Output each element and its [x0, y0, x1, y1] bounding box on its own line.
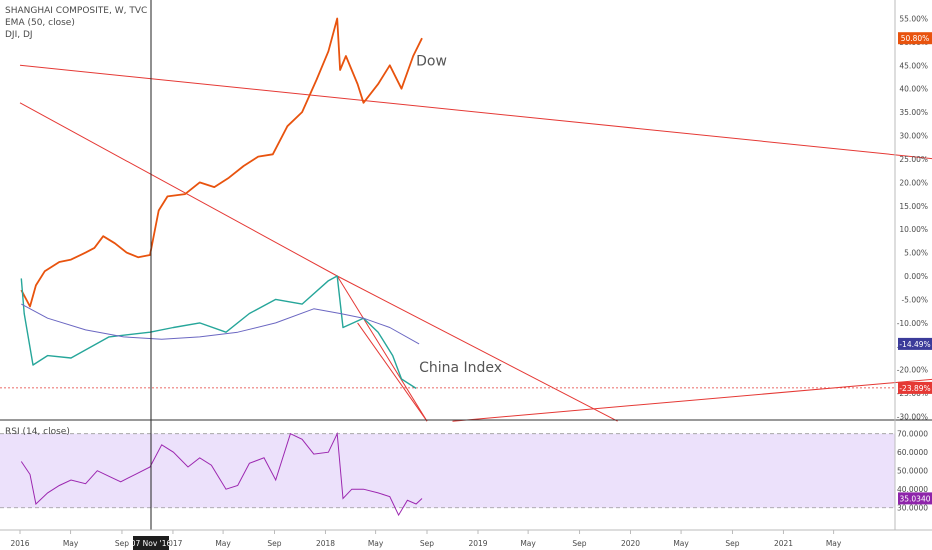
y-tick-label: 10.00%	[899, 225, 928, 234]
rsi-band-fill	[0, 433, 895, 508]
trendline	[19, 64, 932, 160]
crosshair-date-badge	[133, 536, 169, 550]
trendlines	[19, 64, 932, 422]
y-tick-label: 45.00%	[899, 61, 928, 70]
y-tick-label: 20.00%	[899, 178, 928, 187]
rsi-tick-label: 40.0000	[897, 485, 928, 494]
annotation-dow: Dow	[416, 53, 447, 69]
x-tick-label: May	[368, 539, 384, 548]
rsi-badge-label: 35.0340	[899, 494, 930, 503]
rsi-badge-bg	[898, 492, 932, 505]
y-axis-ticks: 55.00%50.00%45.00%40.00%35.00%30.00%25.0…	[897, 15, 928, 422]
y-tick-label: 5.00%	[904, 249, 928, 258]
y-tick-label: -5.00%	[901, 295, 928, 304]
x-tick-label: Sep	[267, 539, 281, 548]
rsi-pane-background	[0, 433, 895, 509]
trendline	[357, 322, 428, 422]
y-tick-label: 25.00%	[899, 155, 928, 164]
annotation-china-index: China Index	[419, 360, 502, 376]
series-layer	[20, 17, 423, 389]
x-tick-label: 2017	[163, 539, 182, 548]
ema-line	[21, 303, 420, 345]
price-pane-background	[0, 0, 895, 420]
x-tick-label: Sep	[725, 539, 739, 548]
y-tick-label: 15.00%	[899, 202, 928, 211]
legend-item-main: SHANGHAI COMPOSITE, W, TVC	[5, 6, 148, 16]
price-pane-rect	[0, 0, 895, 420]
trendline	[452, 378, 932, 422]
y-tick-label: 40.00%	[899, 85, 928, 94]
rsi-tick-label: 30.0000	[897, 504, 928, 513]
x-axis-ticks: 2016 May Sep 2017 May Sep 2018 May Sep 2019 May Sep…	[10, 530, 842, 550]
dji-line	[20, 17, 423, 308]
rsi-legend: RSI (14, close)	[5, 426, 70, 438]
x-tick-label: 2016	[10, 539, 29, 548]
x-tick-label: Sep	[115, 539, 129, 548]
y-tick-label: 30.00%	[899, 132, 928, 141]
x-tick-label: 2019	[468, 539, 487, 548]
x-tick-label: May	[215, 539, 231, 548]
x-tick-label: 2018	[316, 539, 335, 548]
china-badge-bg	[898, 381, 932, 394]
y-tick-label: 0.00%	[904, 272, 928, 281]
legend-item-dji: DJI, DJ	[5, 30, 33, 40]
rsi-label: RSI (14, close)	[5, 427, 70, 437]
rsi-tick-label: 50.0000	[897, 467, 928, 476]
x-tick-label: 2021	[774, 539, 793, 548]
y-tick-label: -10.00%	[897, 319, 928, 328]
y-tick-label: 35.00%	[899, 108, 928, 117]
legend: SHANGHAI COMPOSITE, W, TVC EMA (50, clos…	[5, 5, 147, 41]
ema-badge-label: -14.49%	[899, 340, 930, 349]
x-tick-label: Sep	[420, 539, 434, 548]
x-tick-label: May	[520, 539, 536, 548]
crosshair-date-label: 07 Nov '16	[131, 539, 172, 548]
y-tick-label: 55.00%	[899, 15, 928, 24]
rsi-tick-label: 70.0000	[897, 430, 928, 439]
x-tick-label: May	[826, 539, 842, 548]
annotations: Dow China Index	[416, 53, 502, 376]
legend-item-ema: EMA (50, close)	[5, 18, 75, 28]
china-badge-label: -23.89%	[899, 384, 930, 393]
shanghai-line	[20, 275, 417, 389]
trendline	[336, 275, 428, 422]
dow-badge-label: 50.80%	[901, 34, 930, 43]
x-tick-label: May	[673, 539, 689, 548]
dow-badge-bg	[898, 32, 932, 45]
y-tick-label: -30.00%	[897, 413, 928, 422]
ema-badge-bg	[898, 337, 932, 350]
y-tick-label: -20.00%	[897, 366, 928, 375]
x-tick-label: Sep	[572, 539, 586, 548]
x-tick-label: 2020	[621, 539, 640, 548]
rsi-layer	[20, 431, 423, 517]
rsi-line	[20, 431, 423, 517]
rsi-axis-ticks: 70.0000 60.0000 50.0000 40.0000 30.0000	[897, 430, 928, 513]
x-tick-label: May	[63, 539, 79, 548]
rsi-tick-label: 60.0000	[897, 448, 928, 457]
price-badges: 50.80% -14.49% -23.89% 35.0340	[898, 32, 932, 505]
